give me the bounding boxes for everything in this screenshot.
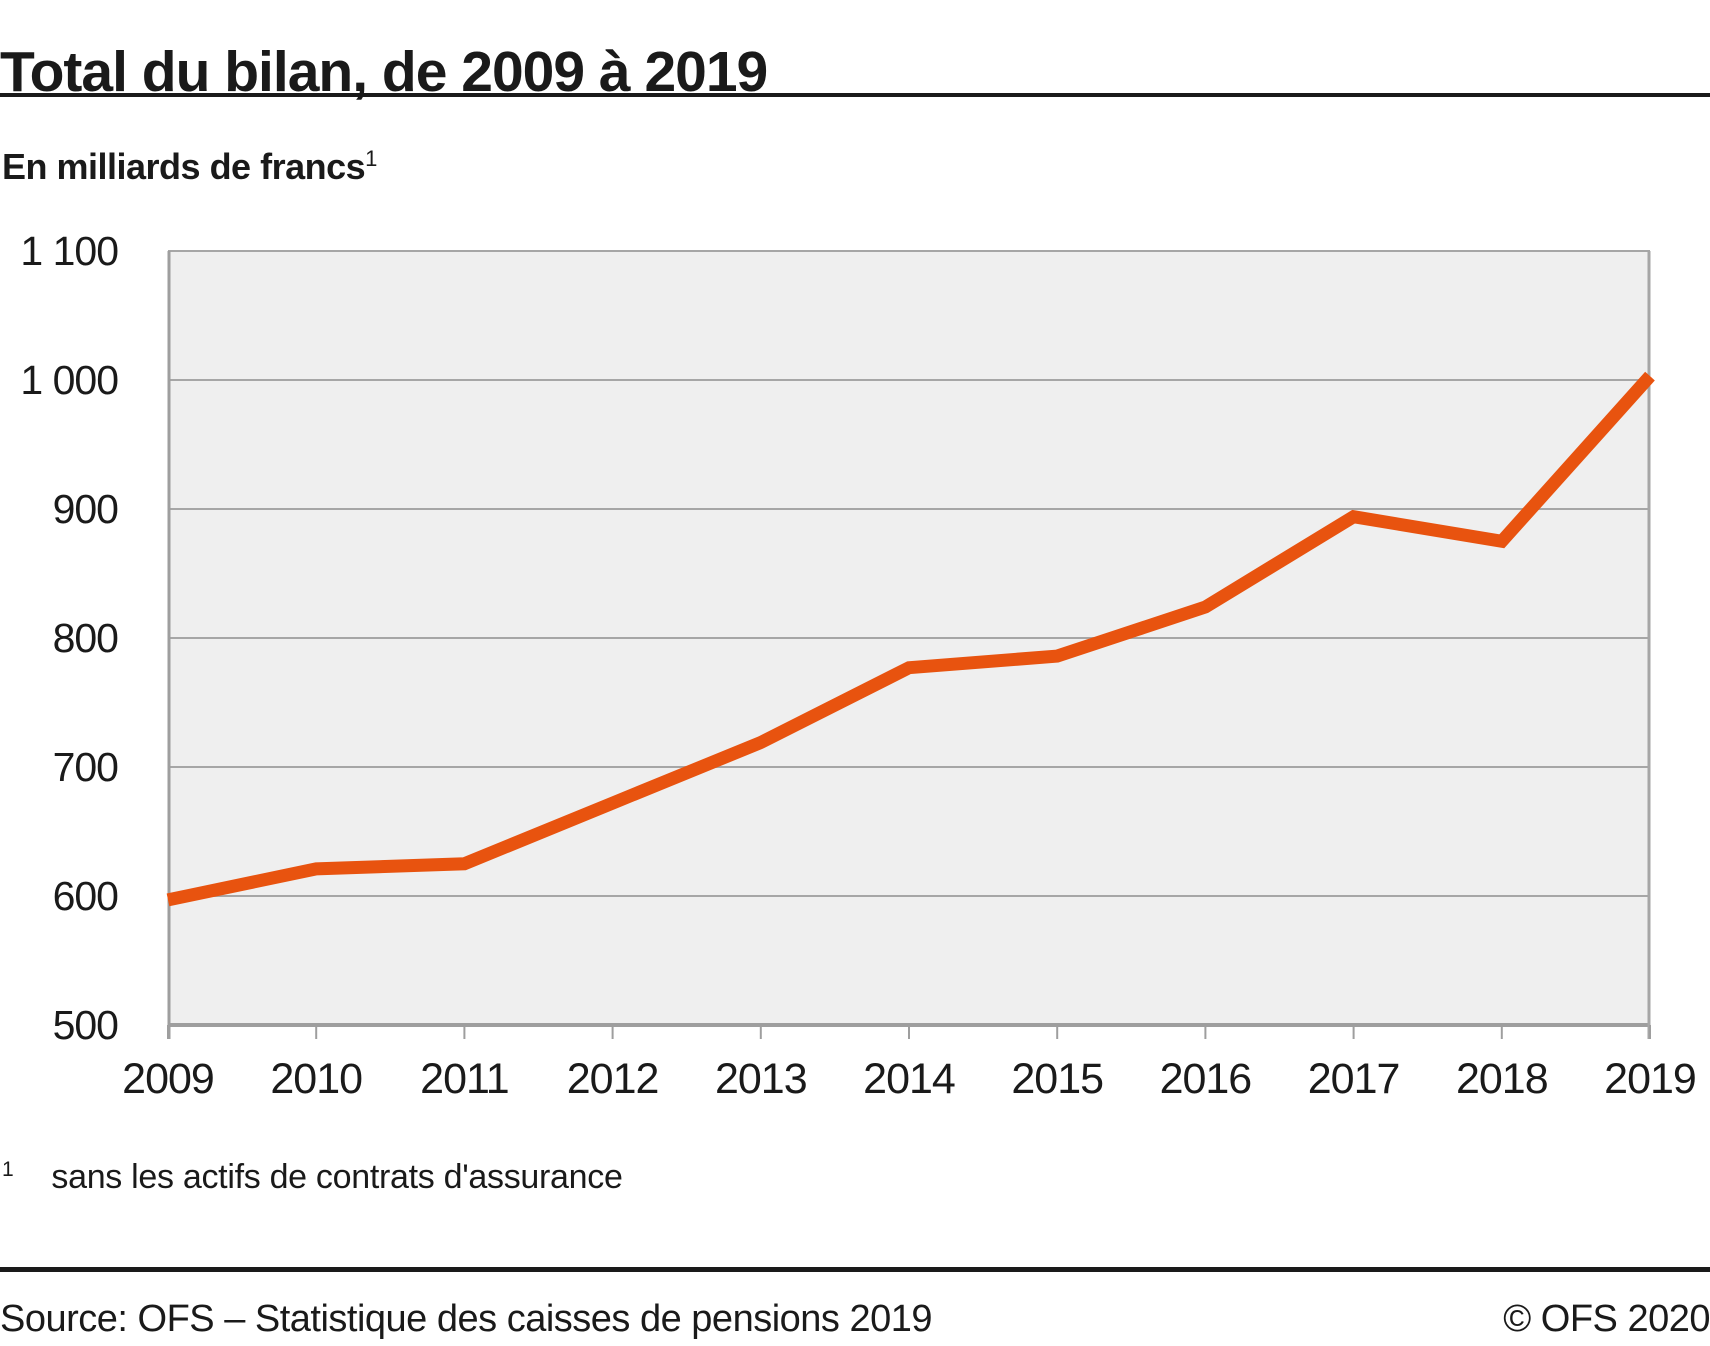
x-tick-label: 2009 (122, 1055, 214, 1103)
x-tick-label: 2019 (1604, 1055, 1696, 1103)
footer: Source: OFS – Statistique des caisses de… (0, 1298, 1710, 1341)
source-text: Source: OFS – Statistique des caisses de… (0, 1298, 933, 1340)
title-divider (0, 93, 1710, 97)
x-tick-label: 2017 (1308, 1055, 1400, 1103)
y-tick-label: 800 (53, 615, 119, 661)
line-chart: 500 600 700 800 900 1 000 1 100 2009 2010 2011 201… (20, 228, 1696, 1103)
y-tick-label: 1 100 (20, 228, 118, 274)
x-tick-label: 2013 (715, 1055, 807, 1103)
x-tick-label: 2015 (1011, 1055, 1103, 1103)
x-tick-label: 2018 (1456, 1055, 1548, 1103)
y-tick-label: 900 (53, 486, 119, 532)
y-tick-label: 600 (53, 873, 119, 919)
x-tick-label: 2011 (420, 1055, 508, 1103)
footer-divider (0, 1267, 1710, 1272)
chart-unit-label: En milliards de francs1 (2, 146, 377, 188)
data-line (166, 371, 1655, 907)
unit-footnote-marker: 1 (365, 146, 377, 171)
x-tick-label: 2014 (863, 1055, 955, 1103)
x-tick-label: 2010 (270, 1055, 362, 1103)
footnote-marker: 1 (2, 1157, 14, 1181)
y-tick-label: 1 000 (20, 357, 118, 403)
y-tick-label: 500 (53, 1002, 119, 1048)
footnote: 1 sans les actifs de contrats d'assurance (2, 1158, 623, 1197)
chart-unit-text: En milliards de francs (2, 146, 366, 187)
x-tick-label: 2016 (1160, 1055, 1252, 1103)
footnote-text: sans les actifs de contrats d'assurance (51, 1158, 623, 1196)
y-tick-label: 700 (53, 744, 119, 790)
x-tick-label: 2012 (567, 1055, 659, 1103)
copyright-text: © OFS 2020 (1503, 1298, 1710, 1340)
